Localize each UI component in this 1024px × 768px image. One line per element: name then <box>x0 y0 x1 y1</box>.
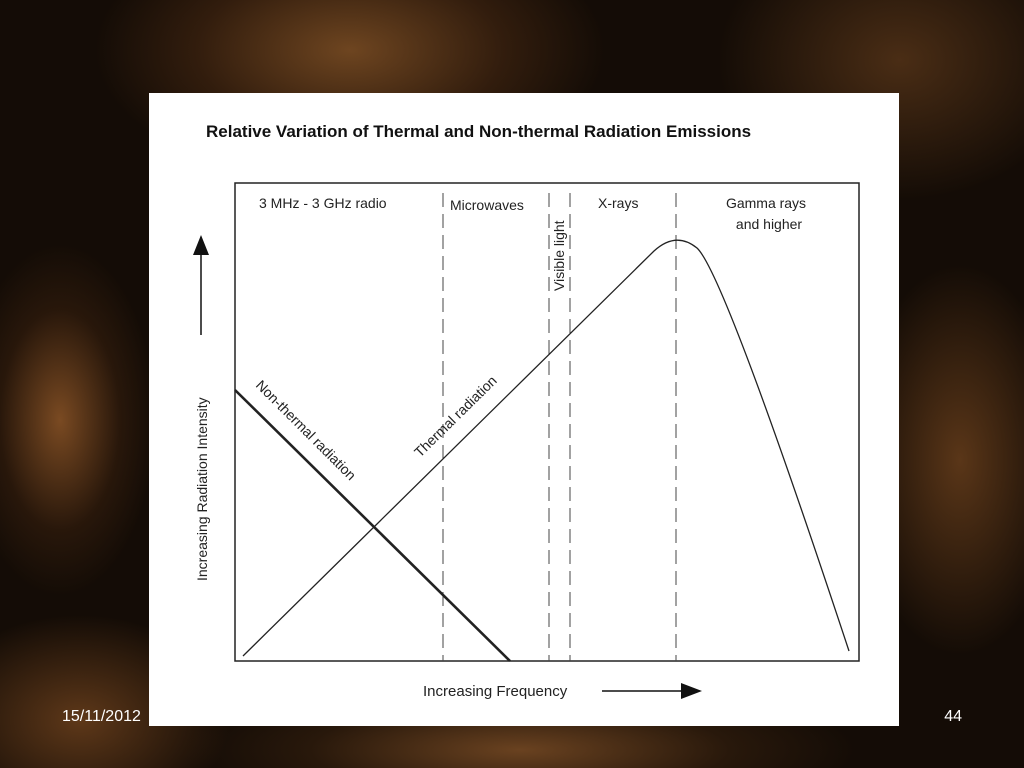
diagram-title: Relative Variation of Thermal and Non-th… <box>206 122 751 141</box>
non-thermal-radiation-label: Non-thermal radiation <box>253 377 360 484</box>
band-label-microwaves: Microwaves <box>450 197 524 213</box>
x-axis-label: Increasing Frequency <box>423 683 568 700</box>
non-thermal-radiation-line <box>234 389 511 662</box>
footer-date: 15/11/2012 <box>62 708 141 725</box>
band-label-visible: Visible light <box>551 220 567 291</box>
diagram-panel: Relative Variation of Thermal and Non-th… <box>149 93 899 726</box>
band-label-gamma-line1: Gamma rays <box>726 195 806 211</box>
thermal-radiation-curve <box>242 239 850 657</box>
y-axis-arrow-head <box>193 235 209 255</box>
band-label-radio: 3 MHz - 3 GHz radio <box>259 195 387 211</box>
plot-frame <box>234 182 860 662</box>
x-axis-arrow-head <box>681 683 702 699</box>
footer-page-number: 44 <box>944 708 962 725</box>
y-axis-label: Increasing Radiation Intensity <box>194 397 210 581</box>
band-label-gamma-line2: and higher <box>736 216 803 232</box>
radiation-diagram: Relative Variation of Thermal and Non-th… <box>193 122 860 700</box>
band-label-xrays: X-rays <box>598 195 638 211</box>
